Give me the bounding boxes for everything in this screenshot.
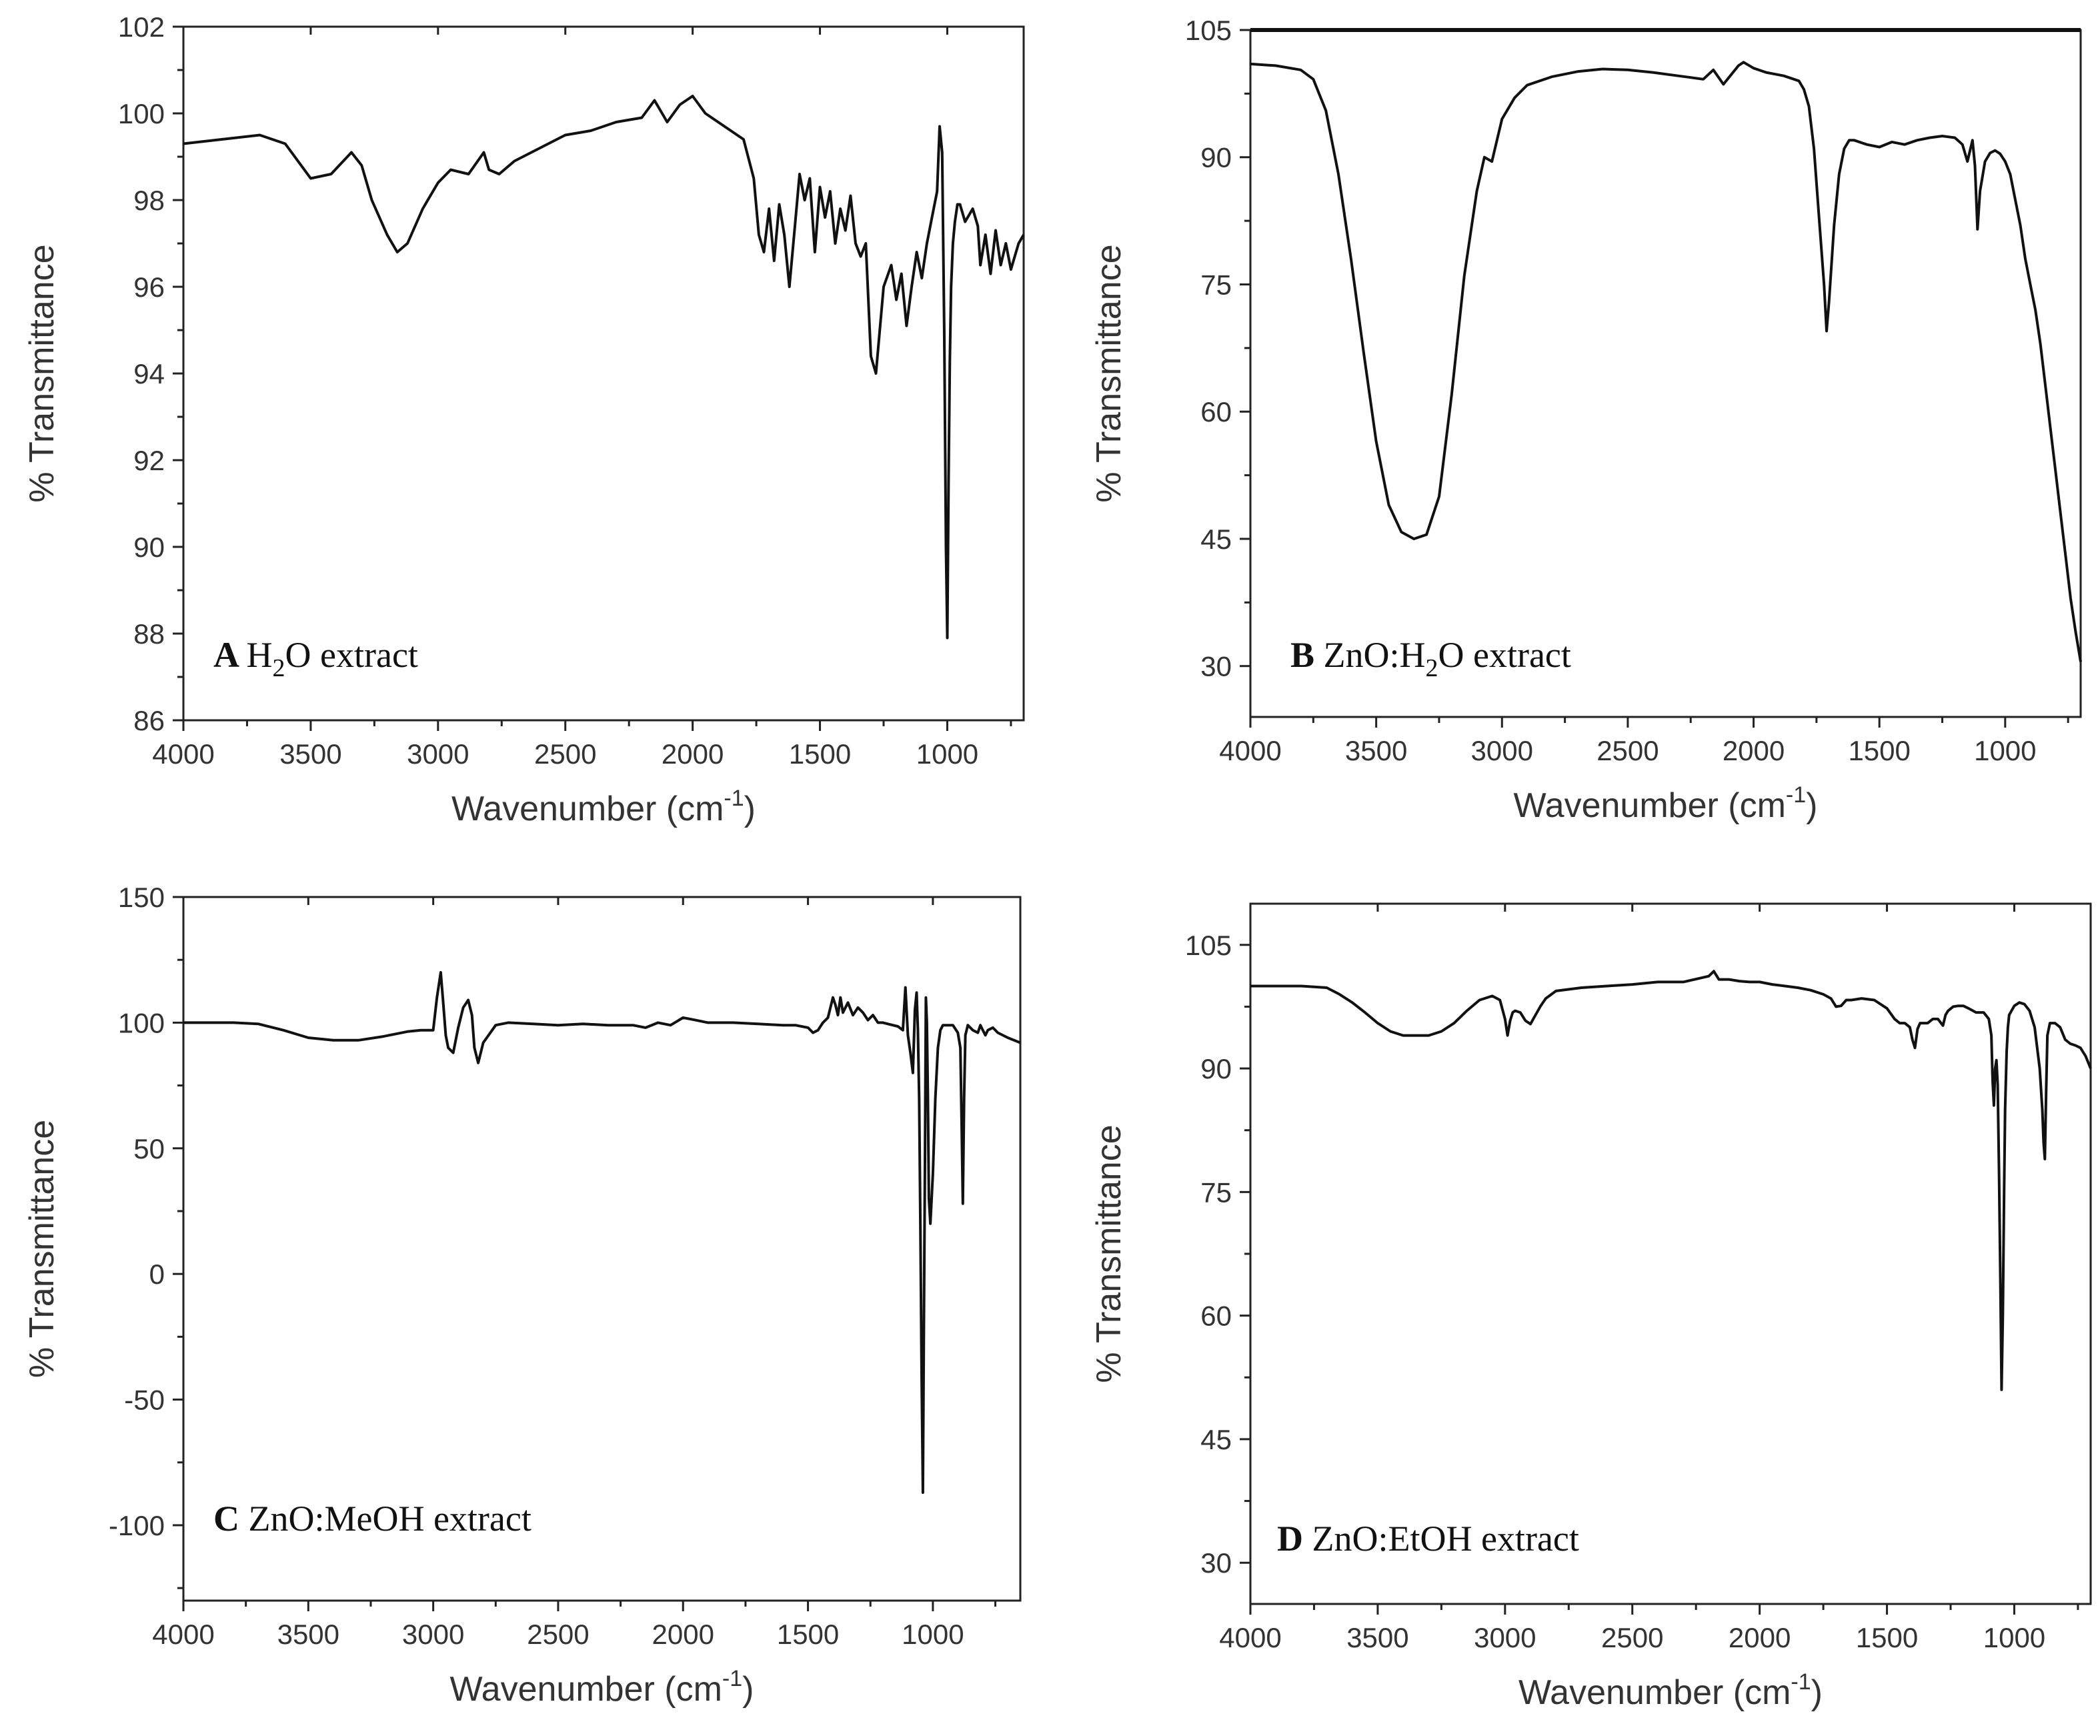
x-tick-label: 3000 bbox=[407, 738, 469, 770]
y-tick-label: 96 bbox=[133, 271, 165, 303]
x-tick-label: 3500 bbox=[1346, 1622, 1408, 1653]
y-tick-label: 45 bbox=[1200, 524, 1232, 555]
y-tick-label: 100 bbox=[118, 98, 165, 129]
x-tick-label: 1500 bbox=[777, 1619, 839, 1650]
x-tick-label: 1000 bbox=[902, 1619, 964, 1650]
panel-label: D ZnO:EtOH extract bbox=[1277, 1519, 1579, 1559]
plot-frame bbox=[1249, 902, 2092, 1605]
spectrum-line bbox=[1250, 970, 2092, 1391]
x-tick-label: 3500 bbox=[1345, 735, 1407, 766]
panel-d: 4000 3500 3000 2500 2000 1500 1000 30 45 60 75 90 10… bbox=[1090, 902, 2092, 1712]
y-tick-label: 100 bbox=[118, 1007, 165, 1038]
x-tick-label: 3500 bbox=[279, 738, 341, 770]
x-tick-label: 1000 bbox=[1983, 1622, 2045, 1653]
plot-frame bbox=[182, 25, 1025, 722]
y-tick-label: 60 bbox=[1200, 396, 1232, 427]
x-tick-label: 3000 bbox=[1471, 735, 1533, 766]
x-tick-label: 2000 bbox=[1729, 1622, 1791, 1653]
plot-frame bbox=[1249, 29, 2082, 718]
y-tick-label: 105 bbox=[1185, 930, 1232, 961]
y-tick-label: 102 bbox=[118, 11, 165, 43]
y-tick-label: 90 bbox=[133, 532, 165, 563]
x-tick-label: 2500 bbox=[1597, 735, 1659, 766]
x-tick-label: 1000 bbox=[1974, 735, 2036, 766]
x-axis-title: Wavenumber (cm-1) bbox=[1518, 1669, 1823, 1712]
x-tick-label: 3000 bbox=[402, 1619, 464, 1650]
x-tick-label: 4000 bbox=[152, 738, 214, 770]
panel-b: 4000 3500 3000 2500 2000 1500 1000 30 45 60 75 90 10… bbox=[1090, 15, 2082, 825]
y-tick-label: 90 bbox=[1200, 142, 1232, 173]
x-tick-label: 4000 bbox=[1219, 1622, 1281, 1653]
y-axis-title: % Transmittance bbox=[23, 244, 61, 502]
spectrum-line bbox=[183, 95, 1025, 640]
y-tick-label: 98 bbox=[133, 185, 165, 216]
x-tick-label: 2000 bbox=[1723, 735, 1785, 766]
y-tick-label: 105 bbox=[1185, 15, 1232, 46]
spectrum-line bbox=[183, 971, 1021, 1494]
panel-label: B ZnO:H2O extract bbox=[1290, 635, 1571, 682]
plot-frame bbox=[182, 896, 1022, 1602]
y-tick-label: 75 bbox=[1200, 269, 1232, 300]
y-axis-title: % Transmittance bbox=[23, 1120, 61, 1378]
x-axis-title: Wavenumber (cm-1) bbox=[451, 786, 756, 828]
x-tick-label: 2500 bbox=[534, 738, 596, 770]
y-tick-label: 92 bbox=[133, 445, 165, 476]
x-tick-label: 3000 bbox=[1474, 1622, 1536, 1653]
y-tick-label: 30 bbox=[1200, 651, 1232, 682]
x-tick-label: 1000 bbox=[916, 738, 978, 770]
y-tick-label: 88 bbox=[133, 618, 165, 650]
y-tick-label: 50 bbox=[133, 1133, 165, 1164]
x-tick-label: 2000 bbox=[652, 1619, 714, 1650]
x-tick-label: 2500 bbox=[527, 1619, 589, 1650]
x-axis-title: Wavenumber (cm-1) bbox=[450, 1666, 754, 1709]
x-tick-label: 4000 bbox=[152, 1619, 214, 1650]
y-tick-label: 45 bbox=[1200, 1424, 1232, 1455]
x-tick-label: 2500 bbox=[1601, 1622, 1663, 1653]
y-tick-label: 150 bbox=[118, 882, 165, 913]
y-axis-title: % Transmittance bbox=[1090, 1124, 1128, 1383]
y-tick-label: 90 bbox=[1200, 1053, 1232, 1084]
panel-a: 4000 3500 3000 2500 2000 1500 1000 86 88 90 92 94 96… bbox=[23, 11, 1025, 828]
x-tick-label: 1500 bbox=[789, 738, 851, 770]
panel-label: C ZnO:MeOH extract bbox=[213, 1499, 532, 1539]
y-tick-label: 94 bbox=[133, 358, 165, 389]
y-tick-label: -100 bbox=[109, 1510, 165, 1541]
y-tick-label: 30 bbox=[1200, 1547, 1232, 1579]
y-tick-label: 75 bbox=[1200, 1176, 1232, 1208]
x-tick-label: 3500 bbox=[277, 1619, 339, 1650]
x-tick-label: 1500 bbox=[1856, 1622, 1918, 1653]
x-tick-label: 2000 bbox=[662, 738, 724, 770]
x-axis-title: Wavenumber (cm-1) bbox=[1514, 782, 1818, 825]
y-tick-label: 60 bbox=[1200, 1300, 1232, 1332]
spectrum-line bbox=[1250, 61, 2082, 662]
x-tick-label: 4000 bbox=[1219, 735, 1281, 766]
y-tick-label: 86 bbox=[133, 705, 165, 736]
y-tick-label: 0 bbox=[149, 1258, 165, 1290]
panel-label: A H2O extract bbox=[213, 635, 418, 682]
panel-c: 4000 3500 3000 2500 2000 1500 1000 -100 -50 0 50 10… bbox=[23, 882, 1022, 1709]
y-tick-label: -50 bbox=[124, 1385, 165, 1416]
y-axis-title: % Transmittance bbox=[1090, 244, 1128, 502]
x-tick-label: 1500 bbox=[1848, 735, 1910, 766]
